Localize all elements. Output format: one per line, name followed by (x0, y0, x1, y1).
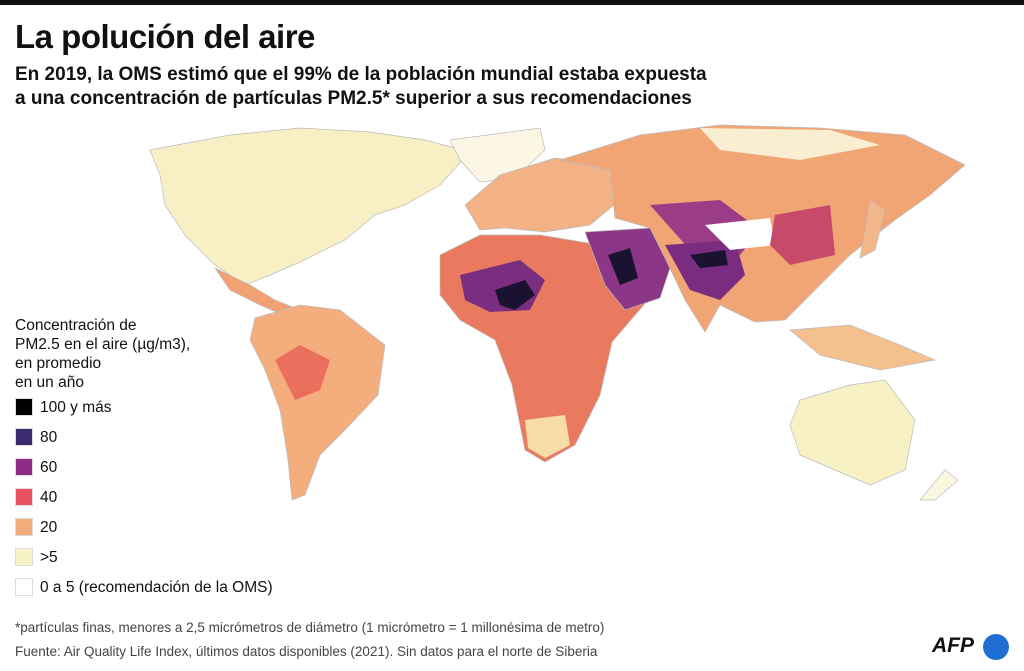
subtitle: a una concentración de partículas PM2.5*… (15, 88, 692, 109)
legend-swatch (15, 488, 33, 506)
legend-swatch (15, 458, 33, 476)
legend-swatch (15, 518, 33, 536)
legend-swatch (15, 398, 33, 416)
legend-title: en un año (15, 374, 84, 391)
logo-dot (983, 634, 1009, 660)
legend: Concentración de PM2.5 en el aire (µg/m3… (15, 316, 273, 596)
south-america (249, 304, 386, 501)
legend-title: PM2.5 en el aire (µg/m3), (15, 336, 191, 353)
china-hot (770, 205, 835, 265)
legend-swatch (15, 548, 33, 566)
world-map (149, 124, 966, 501)
legend-label: 60 (40, 459, 58, 476)
legend-label: >5 (40, 549, 58, 566)
legend-swatch (15, 578, 33, 596)
legend-label: 40 (40, 489, 58, 506)
sahel-max (495, 280, 535, 310)
source: Fuente: Air Quality Life Index, últimos … (15, 644, 598, 659)
legend-label: 80 (40, 429, 58, 446)
legend-title: en promedio (15, 355, 102, 372)
south-america-hot (275, 345, 330, 400)
legend-label: 20 (40, 519, 58, 536)
europe (464, 157, 621, 233)
legend-label: 100 y más (40, 399, 112, 416)
japan (859, 199, 886, 259)
legend-label: 0 a 5 (recomendación de la OMS) (40, 579, 273, 596)
new-zealand (919, 469, 959, 501)
north-america (149, 127, 471, 286)
top-bar (0, 0, 1024, 5)
tibet (705, 218, 775, 250)
arabia-max (608, 248, 638, 285)
australia (789, 379, 916, 486)
southeast-asia (789, 324, 937, 371)
title: La polución del aire (15, 18, 315, 55)
south-africa (525, 415, 570, 458)
india-max (690, 250, 728, 268)
legend-title: Concentración de (15, 317, 137, 334)
subtitle: En 2019, la OMS estimó que el 99% de la … (15, 64, 707, 85)
siberia-no-data (700, 128, 880, 160)
footnote: *partículas finas, menores a 2,5 micróme… (15, 620, 605, 635)
logo: AFP (932, 634, 974, 657)
legend-swatch (15, 428, 33, 446)
